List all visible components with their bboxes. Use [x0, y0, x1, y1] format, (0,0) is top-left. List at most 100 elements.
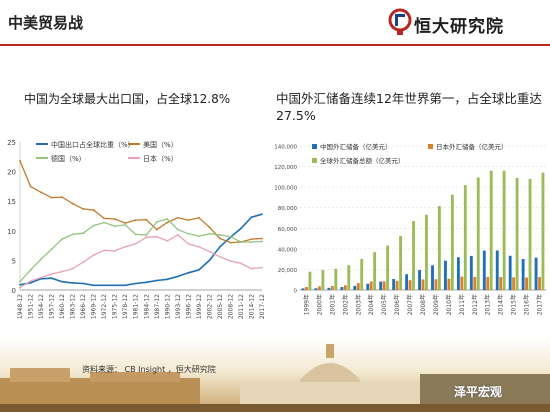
data-point — [208, 232, 211, 235]
legend-label: 美国（%） — [143, 140, 178, 149]
x-tick-label: 2007年 — [406, 294, 414, 315]
data-point — [103, 284, 106, 287]
data-point — [250, 267, 253, 270]
x-tick-label: 1975-12 — [112, 294, 119, 319]
data-point — [134, 233, 137, 236]
series-line — [19, 218, 263, 283]
left-chart-title: 中国为全球最大出口国，占全球12.8% — [24, 92, 231, 106]
data-point — [40, 191, 42, 194]
bar — [408, 280, 412, 290]
data-point — [176, 275, 179, 278]
legend-swatch — [428, 144, 433, 149]
bar — [473, 276, 477, 290]
x-tick-label: 2011-12 — [238, 294, 245, 319]
x-tick-label: 1957-12 — [49, 294, 56, 319]
x-tick-label: 2013年 — [484, 294, 492, 315]
data-point — [134, 242, 137, 245]
data-point — [124, 223, 127, 226]
x-tick-label: 2008年 — [419, 294, 427, 315]
data-point — [71, 281, 74, 284]
bar — [412, 221, 415, 290]
bar — [305, 287, 308, 290]
x-tick-label: 2014年 — [497, 294, 505, 315]
bar — [301, 288, 305, 290]
data-point — [166, 239, 169, 242]
bar — [386, 245, 390, 290]
x-tick-label: 1969-12 — [91, 294, 98, 319]
data-point — [29, 268, 32, 271]
data-point — [229, 260, 232, 262]
data-point — [40, 276, 42, 279]
data-point — [187, 219, 190, 222]
data-point — [92, 284, 95, 287]
bar — [447, 278, 451, 290]
bar — [317, 286, 321, 290]
data-point — [197, 245, 200, 248]
bar — [356, 283, 360, 290]
header-divider — [0, 44, 550, 46]
x-tick-label: 1954-12 — [38, 294, 45, 319]
y-tick-label: 25 — [7, 139, 16, 147]
y-tick-label: 15 — [7, 198, 16, 206]
bar — [425, 214, 428, 290]
x-tick-label: 2005年 — [380, 294, 388, 315]
data-point — [134, 282, 137, 285]
data-point — [155, 279, 158, 282]
bar — [512, 277, 516, 290]
y-tick-label: 0 — [294, 289, 298, 295]
x-tick-label: 2017年 — [536, 294, 544, 315]
bar — [508, 255, 512, 290]
x-tick-label: 1963-12 — [70, 294, 77, 319]
data-point — [113, 284, 116, 287]
y-tick-label: 100,000 — [274, 186, 297, 192]
x-tick-label: 1951-12 — [28, 294, 35, 319]
data-point — [219, 237, 221, 240]
data-point — [124, 222, 127, 225]
x-tick-label: 2000年 — [315, 294, 323, 315]
data-point — [134, 219, 137, 222]
data-point — [71, 233, 74, 236]
bar — [437, 206, 441, 290]
x-tick-label: 1981-12 — [133, 294, 140, 319]
x-tick-label: 2006年 — [393, 294, 401, 315]
data-point — [61, 270, 63, 273]
y-tick-label: 0 — [12, 287, 16, 295]
data-point — [145, 218, 148, 221]
data-point — [240, 262, 242, 265]
data-point — [103, 221, 106, 224]
legend-label: 中国外汇储备（亿美元） — [320, 142, 392, 151]
y-tick-label: 60,000 — [278, 227, 298, 233]
x-tick-label: 1993-12 — [175, 294, 182, 319]
bar — [399, 236, 402, 290]
bar — [486, 276, 490, 290]
data-point — [50, 196, 53, 199]
y-tick-label: 80,000 — [278, 206, 298, 212]
bar — [330, 285, 334, 290]
palace-photo-decoration — [0, 338, 550, 412]
x-tick-label: 2010年 — [445, 294, 453, 315]
x-tick-label: 1972-12 — [101, 294, 108, 319]
bar — [418, 269, 421, 290]
x-tick-label: 2016年 — [523, 294, 531, 315]
data-point — [155, 235, 158, 238]
data-point — [19, 280, 21, 283]
bar — [334, 268, 338, 290]
data-point — [187, 232, 190, 235]
data-point — [113, 250, 116, 252]
x-tick-label: 1987-12 — [154, 294, 161, 319]
x-tick-label: 2002年 — [341, 294, 349, 315]
bar — [347, 265, 351, 290]
data-point — [261, 237, 263, 240]
data-point — [40, 258, 42, 261]
data-point — [166, 218, 169, 220]
x-tick-label: 2012年 — [471, 294, 479, 315]
data-point — [103, 217, 106, 220]
data-point — [61, 196, 63, 198]
data-point — [71, 267, 74, 270]
bar — [456, 257, 460, 290]
right-chart-title: 中国外汇储备连续12年世界第一，占全球比重达27.5% — [276, 91, 542, 123]
bar — [482, 250, 486, 290]
data-point — [250, 241, 253, 243]
bar — [538, 276, 541, 290]
data-point — [29, 281, 32, 284]
